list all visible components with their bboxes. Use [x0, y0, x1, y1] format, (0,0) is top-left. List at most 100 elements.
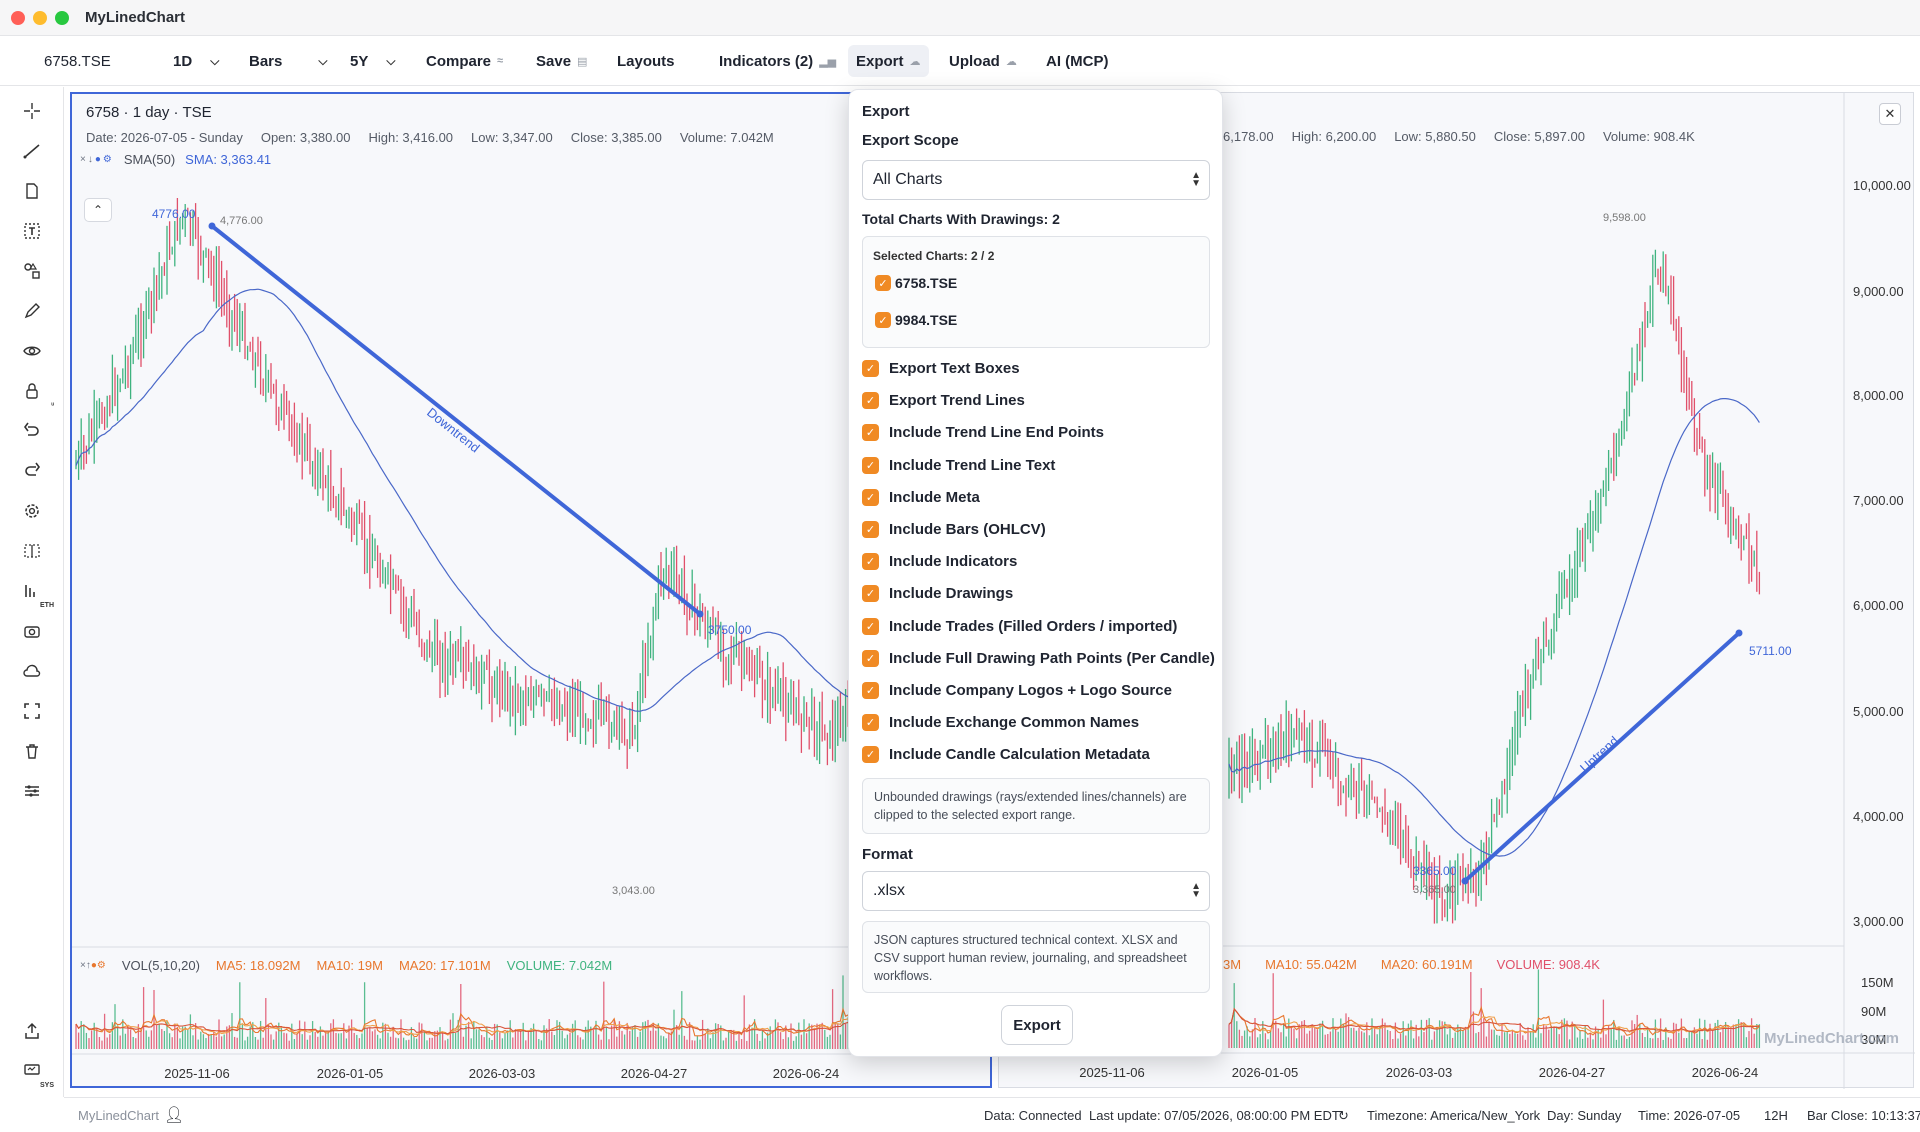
checkbox-checked-icon: ✓: [875, 312, 891, 328]
export-option[interactable]: ✓ Export Trend Lines: [862, 392, 1025, 410]
document-icon[interactable]: [18, 177, 46, 205]
chart-checkbox-6758[interactable]: ✓ 6758.TSE: [875, 275, 957, 291]
maximize-window-button[interactable]: [55, 10, 69, 25]
pencil-icon[interactable]: [18, 297, 46, 325]
export-button[interactable]: Export ☁: [848, 45, 929, 77]
downtrend-line: [210, 224, 702, 616]
save-label: Save: [536, 52, 572, 70]
redo-icon[interactable]: [18, 457, 46, 485]
close-icon: ✕: [1884, 106, 1896, 121]
crosshair-icon[interactable]: [18, 97, 46, 125]
upload-button[interactable]: Upload ☁: [941, 45, 1025, 77]
camera-icon[interactable]: [18, 617, 46, 645]
checkbox-checked-icon: ✓: [862, 488, 879, 506]
export-option[interactable]: ✓ Include Full Drawing Path Points (Per C…: [862, 649, 1215, 667]
layouts-button[interactable]: Layouts: [609, 45, 683, 77]
format-label: Format: [862, 846, 913, 863]
status-hour-mode[interactable]: 12H: [1764, 1108, 1788, 1123]
compare-button[interactable]: Compare ≈: [418, 45, 511, 77]
export-option-label: Include Candle Calculation Metadata: [889, 746, 1150, 764]
volume-tick-label: 30M: [1861, 1032, 1886, 1047]
low-price-label: 3,365.00: [1413, 884, 1456, 896]
trend-line-icon[interactable]: [18, 137, 46, 165]
x-tick-label: 2026-06-24: [773, 1066, 840, 1081]
extended-hours-icon[interactable]: ETH: [18, 577, 54, 609]
export-option[interactable]: ✓ Include Candle Calculation Metadata: [862, 746, 1150, 764]
ohlc-date: Date: 2026-07-05 - Sunday: [86, 130, 243, 145]
close-chart-button[interactable]: ✕: [1879, 103, 1901, 125]
lock-icon[interactable]: ᵘ: [18, 377, 54, 409]
right-ohlc-open: 6,178.00: [1223, 129, 1274, 144]
checkbox-checked-icon: ✓: [862, 553, 879, 571]
ohlc-low: Low: 3,347.00: [471, 130, 553, 145]
left-chart-canvas[interactable]: 4776.00 4,776.00 3750.00 3,043.00 Downtrend 2…: [72, 94, 994, 1090]
volume-controls[interactable]: ×↑●⚙: [80, 960, 106, 971]
collapse-legend-button[interactable]: ⌃: [84, 198, 112, 222]
status-data: Data: Connected: [984, 1108, 1082, 1123]
export-option[interactable]: ✓ Export Text Boxes: [862, 360, 1020, 377]
x-tick-label: 2026-01-05: [317, 1066, 384, 1081]
chart-checkbox-label: 6758.TSE: [895, 275, 958, 291]
export-option[interactable]: ✓ Include Bars (OHLCV): [862, 521, 1046, 538]
chart-type-selector[interactable]: Bars ⌵: [241, 45, 335, 77]
checkbox-checked-icon: ✓: [862, 360, 879, 377]
window-controls: [11, 10, 69, 25]
format-select[interactable]: .xlsx ▲ ▼: [862, 871, 1210, 911]
export-option[interactable]: ✓ Include Trend Line Text: [862, 456, 1055, 474]
export-option[interactable]: ✓ Include Trades (Filled Orders / importe…: [862, 617, 1177, 635]
x-tick-label: 2026-04-27: [621, 1066, 688, 1081]
export-submit-button[interactable]: Export: [1001, 1005, 1073, 1045]
cloud-sync-icon[interactable]: [18, 657, 46, 685]
export-scope-value: All Charts: [873, 171, 943, 188]
right-vol-current: VOLUME: 908.4K: [1496, 957, 1600, 972]
fullscreen-icon[interactable]: [18, 697, 46, 725]
right-ohlc-low: Low: 5,880.50: [1394, 129, 1476, 144]
system-monitor-icon[interactable]: SYS: [18, 1057, 54, 1089]
export-option[interactable]: ✓ Include Meta: [862, 488, 980, 506]
chart-checkbox-9984[interactable]: ✓ 9984.TSE: [875, 312, 957, 328]
export-option[interactable]: ✓ Include Company Logos + Logo Source: [862, 682, 1172, 699]
chart-pane-6758[interactable]: 4776.00 4,776.00 3750.00 3,043.00 Downtrend 2…: [70, 92, 994, 1090]
upload-label: Upload: [949, 52, 1000, 70]
export-scope-select[interactable]: All Charts ▲ ▼: [862, 160, 1210, 200]
user-icon[interactable]: 👤︎: [164, 1107, 185, 1124]
chevron-down-icon: ⌵: [318, 53, 328, 68]
interval-selector[interactable]: 1D ⌵: [165, 45, 227, 77]
right-volume-legend: 3M MA10: 55.042M MA20: 60.191M VOLUME: 9…: [1223, 957, 1600, 972]
ohlc-high: High: 3,416.00: [368, 130, 454, 145]
status-brand: MyLinedChart: [78, 1108, 159, 1123]
range-selector[interactable]: 5Y ⌵: [342, 45, 403, 77]
export-option-label: Include Indicators: [889, 553, 1018, 571]
export-option[interactable]: ✓ Include Exchange Common Names: [862, 714, 1139, 732]
save-button[interactable]: Save ▤: [528, 45, 595, 77]
checkbox-checked-icon: ✓: [862, 714, 879, 732]
sliders-icon[interactable]: [18, 777, 46, 805]
minimize-window-button[interactable]: [33, 10, 47, 25]
export-option[interactable]: ✓ Include Trend Line End Points: [862, 424, 1104, 442]
gear-icon[interactable]: [18, 497, 46, 525]
export-option[interactable]: ✓ Include Drawings: [862, 585, 1013, 603]
vol-current: VOLUME: 7.042M: [506, 958, 613, 973]
chart-checkbox-label: 9984.TSE: [895, 312, 958, 328]
export-option[interactable]: ✓ Include Indicators: [862, 553, 1018, 571]
chart-type-label: Bars: [249, 52, 283, 70]
indicator-controls[interactable]: ×↓●⚙: [80, 154, 114, 165]
export-option-label: Export Text Boxes: [889, 360, 1020, 377]
symbol-selector[interactable]: 6758.TSE: [36, 45, 119, 77]
selected-charts-box: Selected Charts: 2 / 2 ✓ 6758.TSE ✓ 9984.T…: [862, 236, 1210, 348]
eye-icon[interactable]: [18, 337, 46, 365]
right-chart-canvas[interactable]: 9,598.00 5711.00 3365.00 3,365.00 Uptrend 10,…: [999, 93, 1915, 1089]
undo-icon[interactable]: [18, 417, 46, 445]
share-icon[interactable]: [18, 1017, 46, 1045]
ohlc-legend: Date: 2026-07-05 - Sunday Open: 3,380.00…: [86, 130, 774, 145]
x-tick-label: 2026-04-27: [1539, 1065, 1606, 1080]
ai-mcp-button[interactable]: AI (MCP): [1038, 45, 1117, 77]
text-box-icon[interactable]: [18, 217, 46, 245]
indicators-button[interactable]: Indicators (2) ▂▅: [711, 45, 844, 77]
close-window-button[interactable]: [11, 10, 25, 25]
split-view-icon[interactable]: [18, 537, 46, 565]
shapes-icon[interactable]: [18, 257, 46, 285]
trend-start-label: 4776.00: [152, 207, 196, 221]
refresh-icon[interactable]: ↻: [1338, 1108, 1349, 1123]
trash-icon[interactable]: [18, 737, 46, 765]
